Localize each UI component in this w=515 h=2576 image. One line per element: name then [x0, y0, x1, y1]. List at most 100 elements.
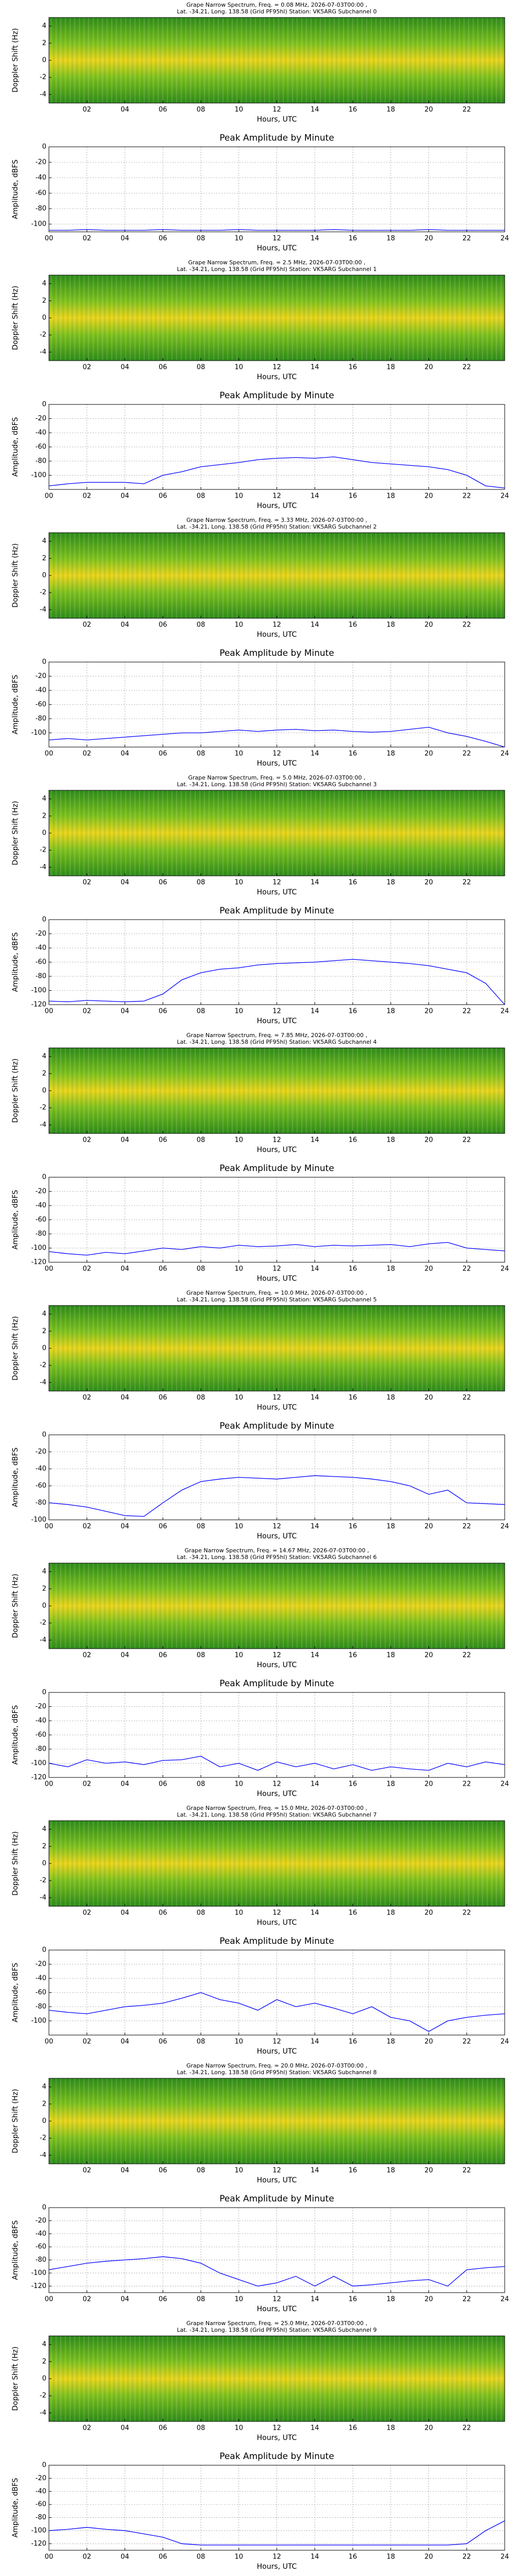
x-tick-label: 18 [386, 1265, 395, 1273]
x-tick-label: 06 [159, 2553, 167, 2561]
x-tick-label: 22 [462, 1394, 471, 1402]
x-tick-label: 04 [121, 1909, 129, 1917]
x-tick-label: 22 [462, 364, 471, 371]
x-tick-label: 14 [311, 364, 319, 371]
x-tick-label: 06 [159, 2296, 167, 2303]
x-tick-label: 22 [462, 493, 471, 500]
x-tick-label: 22 [462, 1652, 471, 1659]
y-tick-label: 0 [42, 1946, 46, 1954]
x-tick-label: 04 [121, 2553, 129, 2561]
x-tick-label: 08 [197, 1137, 205, 1144]
y-tick-label: 0 [42, 572, 46, 580]
x-tick-label: 10 [234, 1523, 243, 1531]
y-tick-label: -60 [36, 443, 46, 451]
x-axis-label: Hours, UTC [257, 373, 297, 381]
x-axis-label: Hours, UTC [257, 2434, 297, 2442]
y-tick-label: 0 [42, 57, 46, 64]
x-tick-label: 12 [272, 1781, 281, 1788]
x-tick-label: 22 [462, 2553, 471, 2561]
x-tick-label: 10 [234, 235, 243, 243]
x-tick-label: 14 [311, 1909, 319, 1917]
x-tick-label: 24 [501, 2296, 509, 2303]
x-tick-label: 06 [159, 879, 167, 887]
y-axis-label: Doppler Shift (Hz) [11, 1059, 20, 1123]
y-tick-label: -100 [31, 729, 46, 737]
x-tick-label: 20 [424, 621, 433, 629]
x-tick-label: 00 [45, 2038, 54, 2046]
x-tick-label: 12 [272, 364, 281, 371]
x-tick-label: 08 [197, 364, 205, 371]
x-tick-label: 20 [424, 1008, 433, 1015]
y-tick-label: 0 [42, 1860, 46, 1868]
x-tick-label: 20 [424, 493, 433, 500]
x-tick-label: 22 [462, 1008, 471, 1015]
x-tick-label: 20 [424, 1523, 433, 1531]
y-tick-label: -120 [31, 2540, 46, 2548]
x-tick-label: 18 [386, 750, 395, 758]
x-tick-label: 22 [462, 2425, 471, 2432]
x-tick-label: 06 [159, 1394, 167, 1402]
amplitude-line [48, 456, 505, 488]
x-tick-label: 04 [121, 621, 129, 629]
y-tick-label: -80 [36, 2256, 46, 2264]
x-tick-label: 14 [311, 621, 319, 629]
y-tick-label: -4 [40, 1379, 46, 1386]
x-tick-label: 20 [424, 2167, 433, 2175]
chart-title: Peak Amplitude by Minute [219, 1163, 334, 1174]
y-tick-label: -2 [40, 331, 46, 339]
x-tick-label: 04 [121, 1394, 129, 1402]
x-tick-label: 04 [121, 364, 129, 371]
x-tick-label: 12 [272, 879, 281, 887]
y-tick-label: -60 [36, 2243, 46, 2251]
y-tick-label: -80 [36, 1230, 46, 1238]
x-axis-label: Hours, UTC [257, 1017, 297, 1025]
chart-subtitle: Lat. -34.21, Long. 138.58 (Grid PF95hl) … [177, 781, 376, 788]
x-tick-label: 12 [272, 1008, 281, 1015]
x-tick-label: 18 [386, 879, 395, 887]
x-tick-label: 20 [424, 750, 433, 758]
x-tick-label: 02 [82, 2167, 91, 2175]
y-tick-label: 4 [42, 2083, 46, 2091]
y-tick-label: -120 [31, 1259, 46, 1266]
x-tick-label: 00 [45, 1523, 54, 1531]
x-tick-label: 14 [311, 106, 319, 114]
x-tick-label: 16 [349, 1652, 357, 1659]
chart-title: Peak Amplitude by Minute [219, 1936, 334, 1946]
spectrogram-texture [49, 1048, 505, 1133]
x-tick-label: 18 [386, 2167, 395, 2175]
y-tick-label: -100 [31, 2269, 46, 2277]
x-tick-label: 10 [234, 621, 243, 629]
x-tick-label: 20 [424, 1265, 433, 1273]
y-tick-label: 2 [42, 39, 46, 47]
x-tick-label: 06 [159, 364, 167, 371]
x-tick-label: 08 [197, 2167, 205, 2175]
x-tick-label: 20 [424, 879, 433, 887]
x-tick-label: 04 [121, 1265, 129, 1273]
y-axis-label: Amplitude, dBFS [11, 159, 20, 219]
y-tick-label: 0 [42, 658, 46, 666]
x-tick-label: 00 [45, 2296, 54, 2303]
x-tick-label: 12 [272, 1652, 281, 1659]
x-tick-label: 24 [501, 750, 509, 758]
x-tick-label: 06 [159, 621, 167, 629]
x-tick-label: 16 [349, 235, 357, 243]
plot-frame [48, 532, 505, 619]
y-tick-label: -40 [36, 1717, 46, 1725]
x-tick-label: 18 [386, 1909, 395, 1917]
x-tick-label: 10 [234, 2296, 243, 2303]
x-tick-label: 22 [462, 1523, 471, 1531]
y-tick-label: -40 [36, 1202, 46, 1210]
amplitude-line [48, 959, 505, 1005]
chart-subtitle: Lat. -34.21, Long. 138.58 (Grid PF95hl) … [177, 1039, 376, 1045]
x-tick-label: 24 [501, 1265, 509, 1273]
chart-title: Peak Amplitude by Minute [219, 2194, 334, 2204]
y-tick-label: -4 [40, 2151, 46, 2159]
y-tick-label: 0 [42, 401, 46, 409]
chart-subtitle: Lat. -34.21, Long. 138.58 (Grid PF95hl) … [177, 8, 376, 15]
chart-subtitle: Lat. -34.21, Long. 138.58 (Grid PF95hl) … [177, 1811, 376, 1818]
plot-frame [48, 1692, 505, 1778]
x-tick-label: 04 [121, 2038, 129, 2046]
y-tick-label: -100 [31, 2017, 46, 2025]
x-tick-label: 22 [462, 1265, 471, 1273]
x-tick-label: 22 [462, 1909, 471, 1917]
